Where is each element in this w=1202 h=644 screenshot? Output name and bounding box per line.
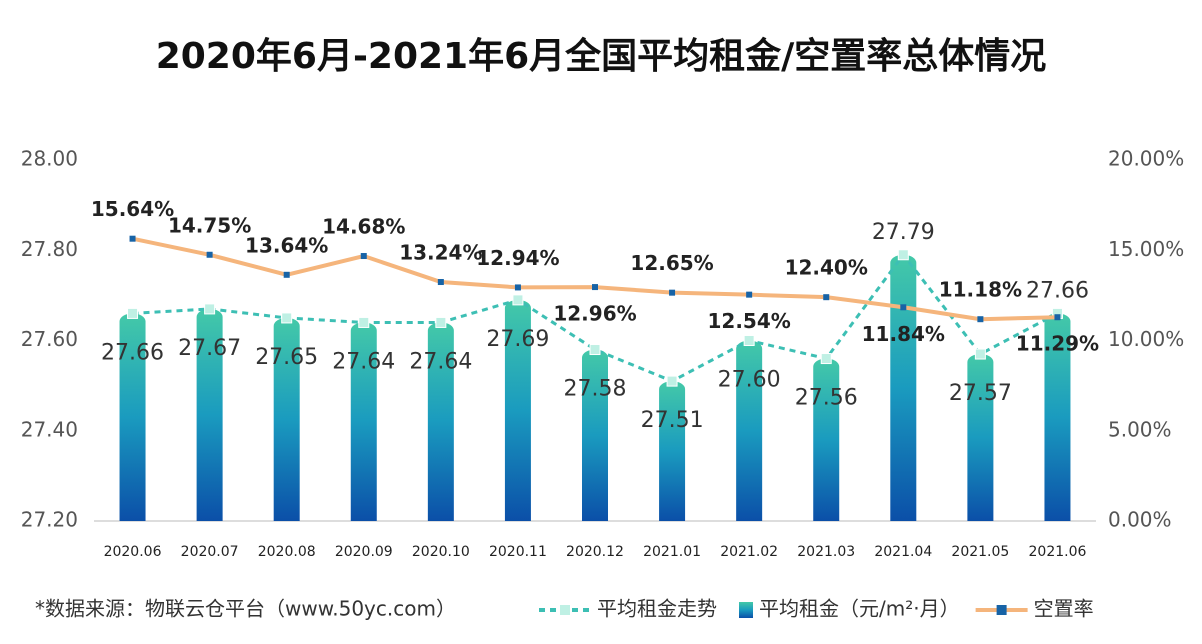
x-tick-label: 2021.03	[797, 544, 855, 560]
bar	[659, 381, 686, 521]
line-value-label: 11.18%	[939, 278, 1022, 302]
x-tick-label: 2020.06	[104, 544, 162, 560]
y2-tick-label: 0.00%	[1108, 508, 1172, 532]
point	[743, 335, 755, 346]
bar	[736, 340, 763, 521]
legend-label: 空置率	[1034, 597, 1094, 621]
point	[589, 344, 601, 356]
bar	[582, 349, 608, 521]
bar	[504, 299, 531, 521]
point	[281, 312, 293, 324]
bar-value-label: 27.64	[409, 349, 472, 374]
line-value-label: 11.84%	[862, 322, 945, 346]
bar-value-label: 27.57	[949, 381, 1012, 406]
legend-label: 平均租金走势	[597, 597, 717, 621]
bar-value-label: 27.79	[872, 220, 935, 245]
point	[1054, 314, 1061, 321]
x-tick-label: 2020.08	[258, 544, 316, 560]
x-tick-label: 2020.10	[412, 544, 470, 560]
point	[897, 249, 909, 261]
legend-swatch	[560, 605, 570, 615]
point	[974, 348, 986, 360]
point	[746, 291, 753, 298]
y-tick-label: 27.40	[21, 417, 78, 441]
x-tick-label: 2020.11	[489, 544, 547, 560]
bar-value-label: 27.66	[1026, 278, 1089, 303]
point	[435, 316, 447, 328]
point	[666, 375, 678, 387]
line-value-label: 12.54%	[707, 309, 790, 333]
x-tick-label: 2021.04	[874, 544, 932, 560]
y2-tick-label: 20.00%	[1108, 147, 1184, 171]
y-tick-label: 27.20	[21, 508, 78, 532]
bar-value-label: 27.60	[718, 368, 781, 393]
line-value-label: 12.96%	[553, 302, 636, 326]
x-tick-label: 2020.12	[566, 544, 624, 560]
x-tick-label: 2021.06	[1029, 544, 1087, 560]
bar	[196, 308, 223, 521]
point	[900, 304, 907, 311]
bar	[119, 313, 146, 521]
point	[437, 279, 444, 286]
line-value-label: 14.75%	[168, 213, 251, 237]
x-tick-label: 2021.02	[720, 544, 778, 560]
point	[129, 235, 136, 242]
bar	[967, 354, 994, 521]
line-value-label: 12.40%	[785, 256, 868, 280]
y-tick-label: 27.80	[21, 237, 78, 261]
line-value-label: 15.64%	[91, 197, 174, 221]
point	[820, 353, 832, 365]
y-tick-label: 28.00	[21, 147, 78, 171]
point	[358, 316, 370, 328]
point	[592, 284, 598, 291]
bar-value-label: 27.65	[255, 345, 318, 370]
bar	[890, 254, 917, 521]
point	[977, 316, 984, 323]
x-tick-label: 2021.01	[643, 544, 701, 560]
legend-label: 平均租金（元/m²·月）	[759, 597, 960, 621]
line-value-label: 14.68%	[322, 215, 405, 239]
chart-title: 2020年6月-2021年6月全国平均租金/空置率总体情况	[156, 35, 1047, 77]
point	[512, 294, 524, 306]
bar	[273, 317, 300, 521]
bar	[350, 322, 377, 521]
bar-value-label: 27.51	[641, 408, 704, 433]
legend-swatch	[739, 602, 753, 618]
point	[206, 251, 213, 258]
point	[283, 271, 290, 278]
line-value-label: 13.24%	[399, 241, 482, 265]
line-value-label: 13.64%	[245, 233, 328, 257]
y2-tick-label: 5.00%	[1108, 417, 1172, 441]
x-tick-label: 2020.07	[181, 544, 239, 560]
bar	[1044, 313, 1071, 521]
point	[823, 294, 830, 301]
point	[204, 303, 216, 315]
bar	[813, 358, 840, 521]
point	[669, 289, 676, 296]
y2-tick-label: 15.00%	[1108, 237, 1184, 261]
point	[514, 284, 521, 291]
bar-value-label: 27.64	[332, 349, 395, 374]
bar-value-label: 27.67	[178, 336, 241, 361]
point	[127, 307, 139, 319]
line-value-label: 12.65%	[630, 251, 713, 275]
line-value-label: 11.29%	[1016, 332, 1099, 356]
source: *数据来源：物联云仓平台（www.50yc.com）	[35, 597, 456, 621]
bar-value-label: 27.58	[564, 377, 627, 402]
y2-tick-label: 10.00%	[1108, 327, 1184, 351]
x-tick-label: 2021.05	[951, 544, 1009, 560]
bar-value-label: 27.56	[795, 386, 858, 411]
bar-value-label: 27.69	[486, 327, 549, 352]
x-tick-label: 2020.09	[335, 544, 393, 560]
legend-swatch	[996, 605, 1007, 615]
bar	[427, 322, 454, 521]
line-value-label: 12.94%	[476, 246, 559, 270]
bar-value-label: 27.66	[101, 340, 164, 365]
point	[360, 253, 367, 260]
y-tick-label: 27.60	[21, 327, 78, 351]
